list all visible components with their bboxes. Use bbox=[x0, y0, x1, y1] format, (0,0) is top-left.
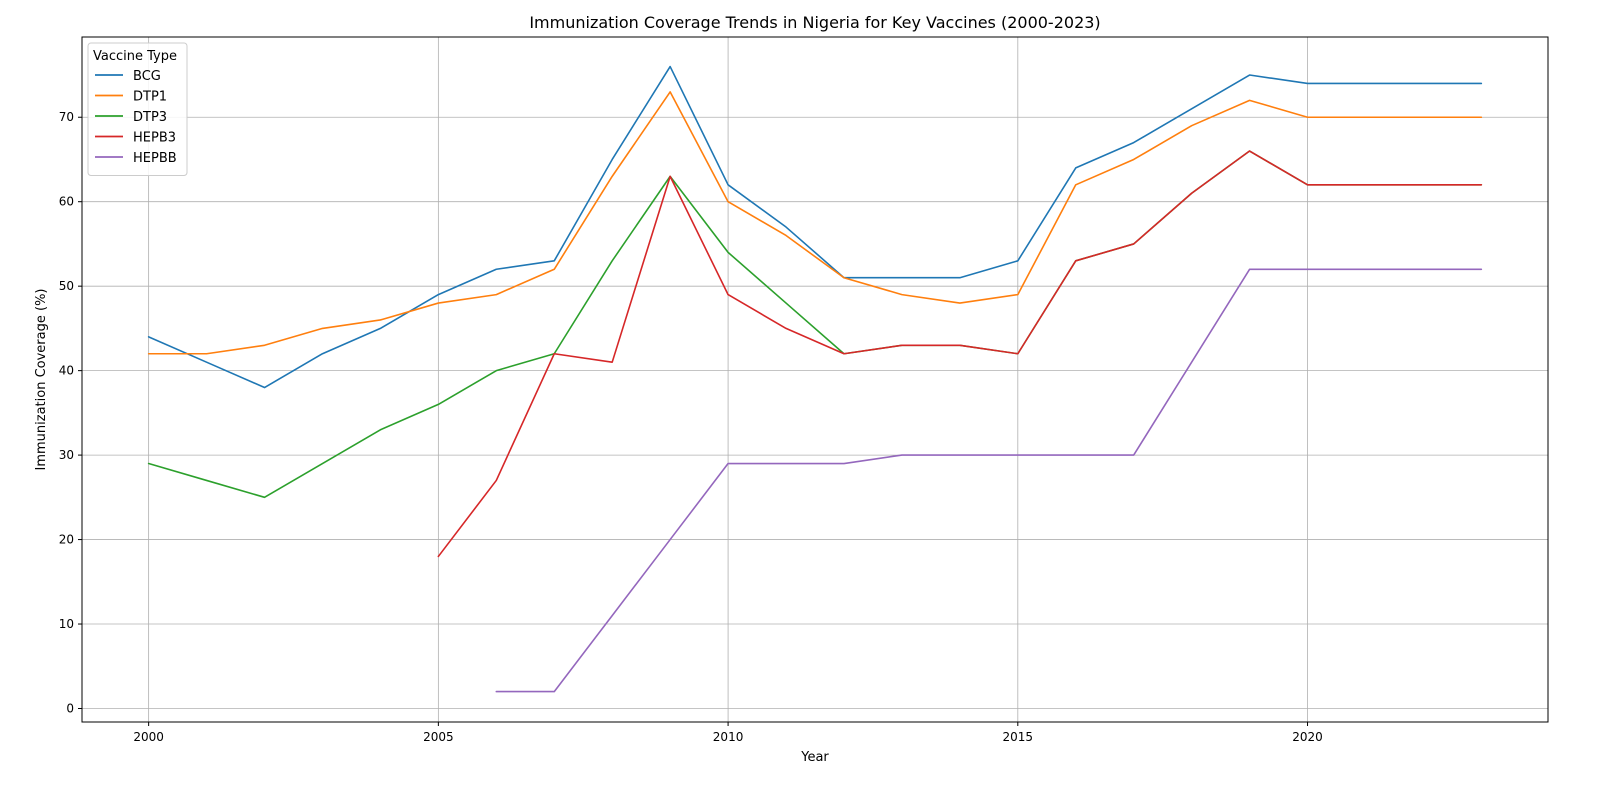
legend: Vaccine Type BCG DTP1 DTP3 HEPB3 HEPBB bbox=[87, 42, 188, 176]
y-tick-label: 0 bbox=[66, 701, 74, 715]
y-axis-label: Immunization Coverage (%) bbox=[34, 289, 49, 471]
legend-title: Vaccine Type bbox=[93, 49, 177, 64]
x-axis-label: Year bbox=[800, 750, 829, 765]
x-tick-label: 2005 bbox=[423, 730, 454, 744]
y-tick-label: 40 bbox=[59, 364, 74, 378]
x-tick-label: 2015 bbox=[1003, 730, 1034, 744]
legend-label-hepb3: HEPB3 bbox=[133, 131, 176, 146]
legend-box bbox=[87, 42, 188, 176]
x-tick-label: 2020 bbox=[1292, 730, 1323, 744]
plot-area-frame bbox=[81, 36, 1549, 723]
legend-label-hepbb: HEPBB bbox=[133, 151, 177, 166]
legend-label-dtp3: DTP3 bbox=[133, 110, 167, 125]
y-tick-label: 70 bbox=[59, 110, 74, 124]
legend-label-dtp1: DTP1 bbox=[133, 90, 167, 105]
series-lines bbox=[147, 65, 1483, 693]
series-line-hepb3 bbox=[437, 150, 1483, 558]
x-tick-label: 2000 bbox=[133, 730, 164, 744]
series-line-bcg bbox=[147, 65, 1483, 389]
grid bbox=[82, 37, 1548, 722]
y-tick-label: 10 bbox=[59, 617, 74, 631]
y-tick-label: 60 bbox=[59, 195, 74, 209]
legend-label-bcg: BCG bbox=[133, 69, 161, 84]
axis-ticks: 2000 2005 2010 2015 2020 0 10 20 30 40 50 60 70 bbox=[59, 110, 1323, 744]
y-tick-label: 30 bbox=[59, 448, 74, 462]
series-line-hepbb bbox=[495, 268, 1483, 693]
y-tick-label: 50 bbox=[59, 279, 74, 293]
x-tick-label: 2010 bbox=[713, 730, 744, 744]
y-tick-label: 20 bbox=[59, 533, 74, 547]
chart-title: Immunization Coverage Trends in Nigeria … bbox=[529, 13, 1100, 32]
series-line-dtp1 bbox=[147, 91, 1483, 355]
legend-items: BCG DTP1 DTP3 HEPB3 HEPBB bbox=[95, 69, 177, 166]
